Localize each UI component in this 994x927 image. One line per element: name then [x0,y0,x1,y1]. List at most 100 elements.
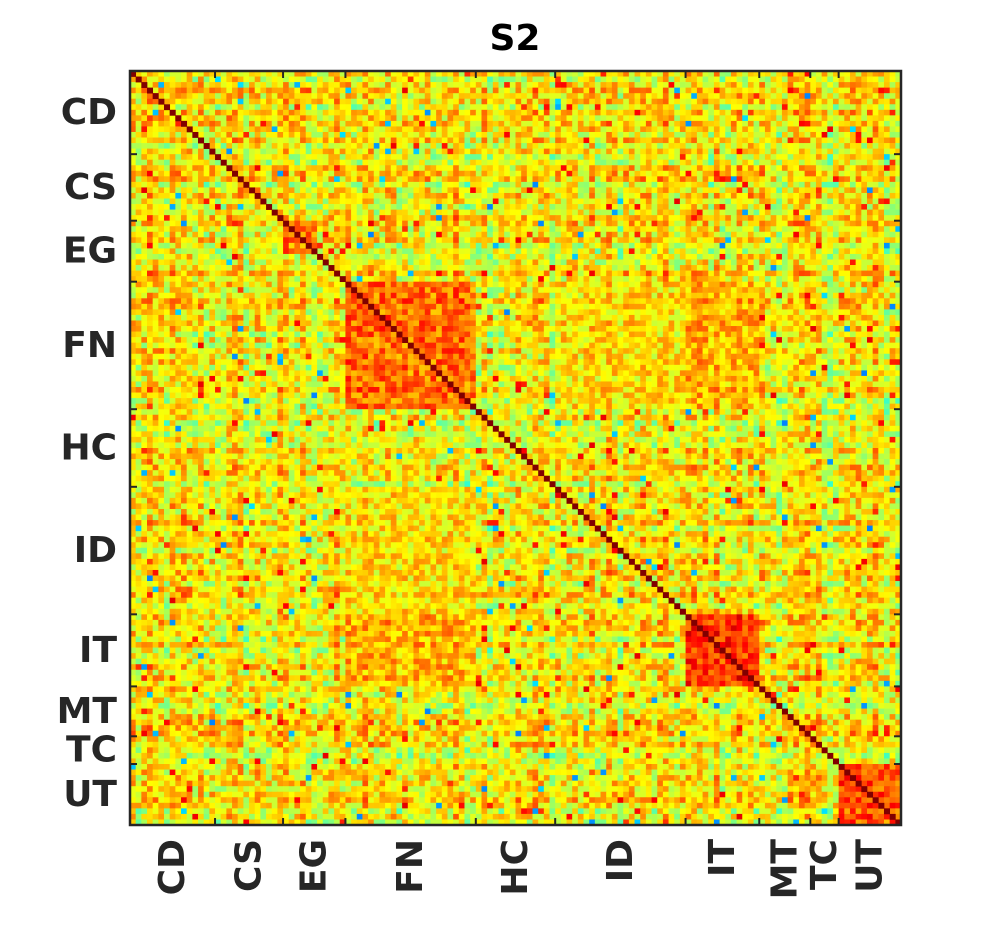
heatmap-cell [215,165,222,172]
heatmap-cell [895,109,902,116]
heatmap-cell [203,115,210,122]
heatmap-cell [878,253,885,260]
heatmap-cell [396,220,403,227]
heatmap-cell [866,154,874,161]
heatmap-cell [566,93,573,100]
heatmap-cell [453,93,460,100]
heatmap-cell [611,215,618,222]
heatmap-cell [634,93,641,100]
heatmap-cell [419,242,426,249]
heatmap-cell [747,120,754,127]
heatmap-cell [169,165,176,172]
heatmap-cell [288,231,295,238]
heatmap-cell [300,220,307,227]
heatmap-cell [600,198,607,205]
heatmap-cell [424,137,431,144]
heatmap-cell [504,154,511,161]
heatmap-cell [594,143,601,149]
heatmap-cell [815,148,822,155]
heatmap-cell [311,137,318,144]
heatmap-cell [617,154,624,161]
heatmap-cell [453,231,460,238]
heatmap-cell [266,82,273,88]
heatmap-cell [827,237,834,244]
heatmap-cell [209,98,216,105]
heatmap-cell [373,154,380,161]
heatmap-cell [169,259,176,266]
heatmap-cell [668,170,675,177]
heatmap-cell [328,253,335,260]
heatmap-cell [458,165,465,172]
heatmap-cell [606,115,613,122]
heatmap-cell [600,187,607,194]
heatmap-cell [538,181,545,188]
heatmap-cell [696,215,703,222]
heatmap-cell [198,170,205,177]
heatmap-cell [481,154,488,161]
heatmap-cell [368,242,375,249]
heatmap-cell [334,176,341,183]
heatmap-cell [436,226,443,233]
heatmap-cell [555,143,562,149]
heatmap-cell [328,181,335,188]
heatmap-cell [260,270,267,277]
heatmap-cell [152,187,159,194]
heatmap-cell [498,198,505,205]
heatmap-cell [209,237,216,244]
heatmap-cell [515,76,522,83]
heatmap-cell [821,181,828,188]
heatmap-cell [810,242,817,249]
heatmap-cell [645,82,652,88]
heatmap-cell [776,126,783,133]
heatmap-cell [781,248,788,255]
heatmap-cell [832,265,839,271]
heatmap-cell [815,120,822,127]
heatmap-cell [764,253,771,260]
heatmap-cell [838,148,845,155]
heatmap-cell [832,126,839,133]
heatmap-cell [453,82,460,88]
heatmap-cell [492,248,499,255]
heatmap-cell [441,82,448,88]
heatmap-cell [305,187,312,194]
heatmap-cell [583,181,590,188]
heatmap-cell [475,87,482,94]
heatmap-cell [702,237,709,244]
heatmap-cell [424,220,431,227]
heatmap-cell [798,198,805,205]
heatmap-cell [713,143,720,149]
heatmap-cell [254,215,261,222]
heatmap-cell [691,76,698,83]
heatmap-cell [634,109,641,116]
heatmap-cell [436,265,443,271]
heatmap-cell [379,131,386,138]
heatmap-cell [232,187,239,194]
heatmap-cell [266,170,273,177]
heatmap-cell [668,154,675,161]
heatmap-cell [883,242,891,249]
heatmap-cell [470,226,477,233]
heatmap-cell [464,154,471,161]
heatmap-cell [453,104,460,111]
heatmap-cell [402,226,409,233]
heatmap-cell [441,231,448,238]
heatmap-cell [696,220,703,227]
heatmap-cell [679,198,686,205]
heatmap-cell [708,154,715,161]
heatmap-cell [379,215,386,222]
heatmap-cell [413,170,420,177]
heatmap-cell [832,170,839,177]
heatmap-cell [362,176,369,183]
heatmap-cell [130,143,137,149]
heatmap-cell [594,148,601,155]
heatmap-cell [164,154,171,161]
heatmap-cell [827,159,834,166]
heatmap-cell [702,87,709,94]
heatmap-cell [487,71,494,77]
heatmap-cell [793,215,800,222]
heatmap-cell [883,253,891,260]
heatmap-cell [832,154,839,161]
heatmap-cell [883,220,891,227]
heatmap-cell [589,131,596,138]
heatmap-cell [407,237,414,244]
